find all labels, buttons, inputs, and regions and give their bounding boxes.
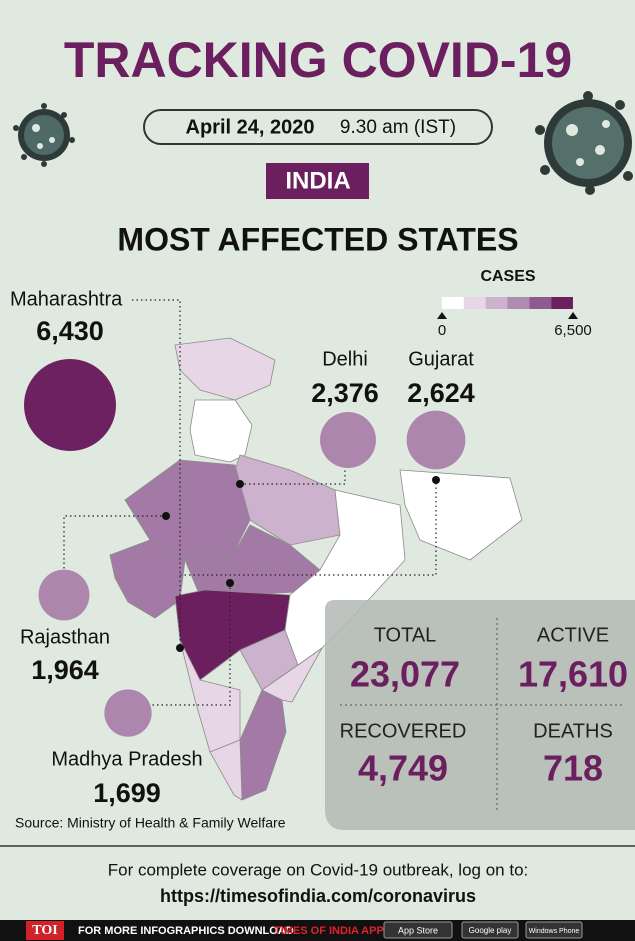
country: INDIA xyxy=(285,167,350,194)
stat-value: 23,077 xyxy=(350,654,460,695)
state-bubble xyxy=(38,569,90,621)
state-value: 2,624 xyxy=(407,378,475,408)
state-value: 6,430 xyxy=(36,316,104,346)
legend-tick xyxy=(437,312,447,319)
store-badge[interactable] xyxy=(383,921,453,939)
legend-swatch xyxy=(442,297,464,309)
state-name: Rajasthan xyxy=(20,626,110,648)
stat-label: TOTAL xyxy=(374,624,437,646)
state-name: Delhi xyxy=(322,348,368,370)
bar-app: TIMES OF INDIA APP xyxy=(274,925,384,937)
india-map xyxy=(109,337,523,801)
footer-link[interactable]: https://timesofindia.com/coronavirus xyxy=(160,886,476,906)
state-bubble xyxy=(406,410,466,470)
country-box xyxy=(266,163,369,199)
date-pill xyxy=(143,109,493,145)
date: April 24, 2020 xyxy=(186,116,315,138)
store-badge[interactable] xyxy=(525,921,583,939)
logo-box xyxy=(26,921,64,940)
legend-tick-label: 6,500 xyxy=(554,322,592,339)
source: Source: Ministry of Health & Family Welf… xyxy=(15,815,286,831)
stat-label: ACTIVE xyxy=(537,624,609,646)
legend-swatch xyxy=(507,297,530,309)
connectors xyxy=(63,299,437,706)
virus-left xyxy=(13,103,75,167)
store-label: Windows Phone xyxy=(529,928,580,935)
legend-tick xyxy=(568,312,578,319)
logo: TOI xyxy=(32,923,57,938)
state-name: Madhya Pradesh xyxy=(51,748,202,770)
state-name: Maharashtra xyxy=(10,288,123,310)
stat-label: RECOVERED xyxy=(340,720,467,742)
store-label: Google play xyxy=(469,926,512,935)
state-value: 1,699 xyxy=(93,778,161,808)
legend-swatch xyxy=(485,297,508,309)
state-name: Gujarat xyxy=(408,348,474,370)
stats: TOTAL 23,077 ACTIVE 17,610 RECOVERED 4,749 DEA… xyxy=(340,624,628,788)
stat-value: 17,610 xyxy=(518,654,628,695)
state-value: 1,964 xyxy=(31,655,99,685)
legend-tick-label: 0 xyxy=(438,322,446,339)
legend-swatch xyxy=(551,297,573,309)
store-badge[interactable] xyxy=(461,921,519,939)
footer-note: For complete coverage on Covid-19 outbre… xyxy=(108,860,529,879)
legend-swatch xyxy=(463,297,486,309)
subtitle: MOST AFFECTED STATES xyxy=(117,221,518,257)
state-bubble xyxy=(320,412,376,468)
legend: 0 6,500 xyxy=(437,297,592,339)
stat-value: 718 xyxy=(543,748,603,789)
stat-value: 4,749 xyxy=(358,748,448,789)
stat-label: DEATHS xyxy=(533,720,613,742)
title: TRACKING COVID-19 xyxy=(64,32,572,88)
states: Maharashtra 6,430 Delhi 2,376 Gujarat 2,624 Ra… xyxy=(10,288,475,808)
stats-box xyxy=(325,600,635,830)
time: 9.30 am (IST) xyxy=(340,117,456,138)
legend-title: CASES xyxy=(480,268,535,285)
legend-swatch xyxy=(529,297,552,309)
state-dots xyxy=(162,476,440,652)
state-bubble xyxy=(104,689,152,737)
bar-text: FOR MORE INFOGRAPHICS DOWNLOAD xyxy=(78,925,294,937)
state-bubble xyxy=(24,359,116,451)
state-value: 2,376 xyxy=(311,378,379,408)
virus-right xyxy=(535,91,633,195)
store-label: App Store xyxy=(398,925,438,935)
